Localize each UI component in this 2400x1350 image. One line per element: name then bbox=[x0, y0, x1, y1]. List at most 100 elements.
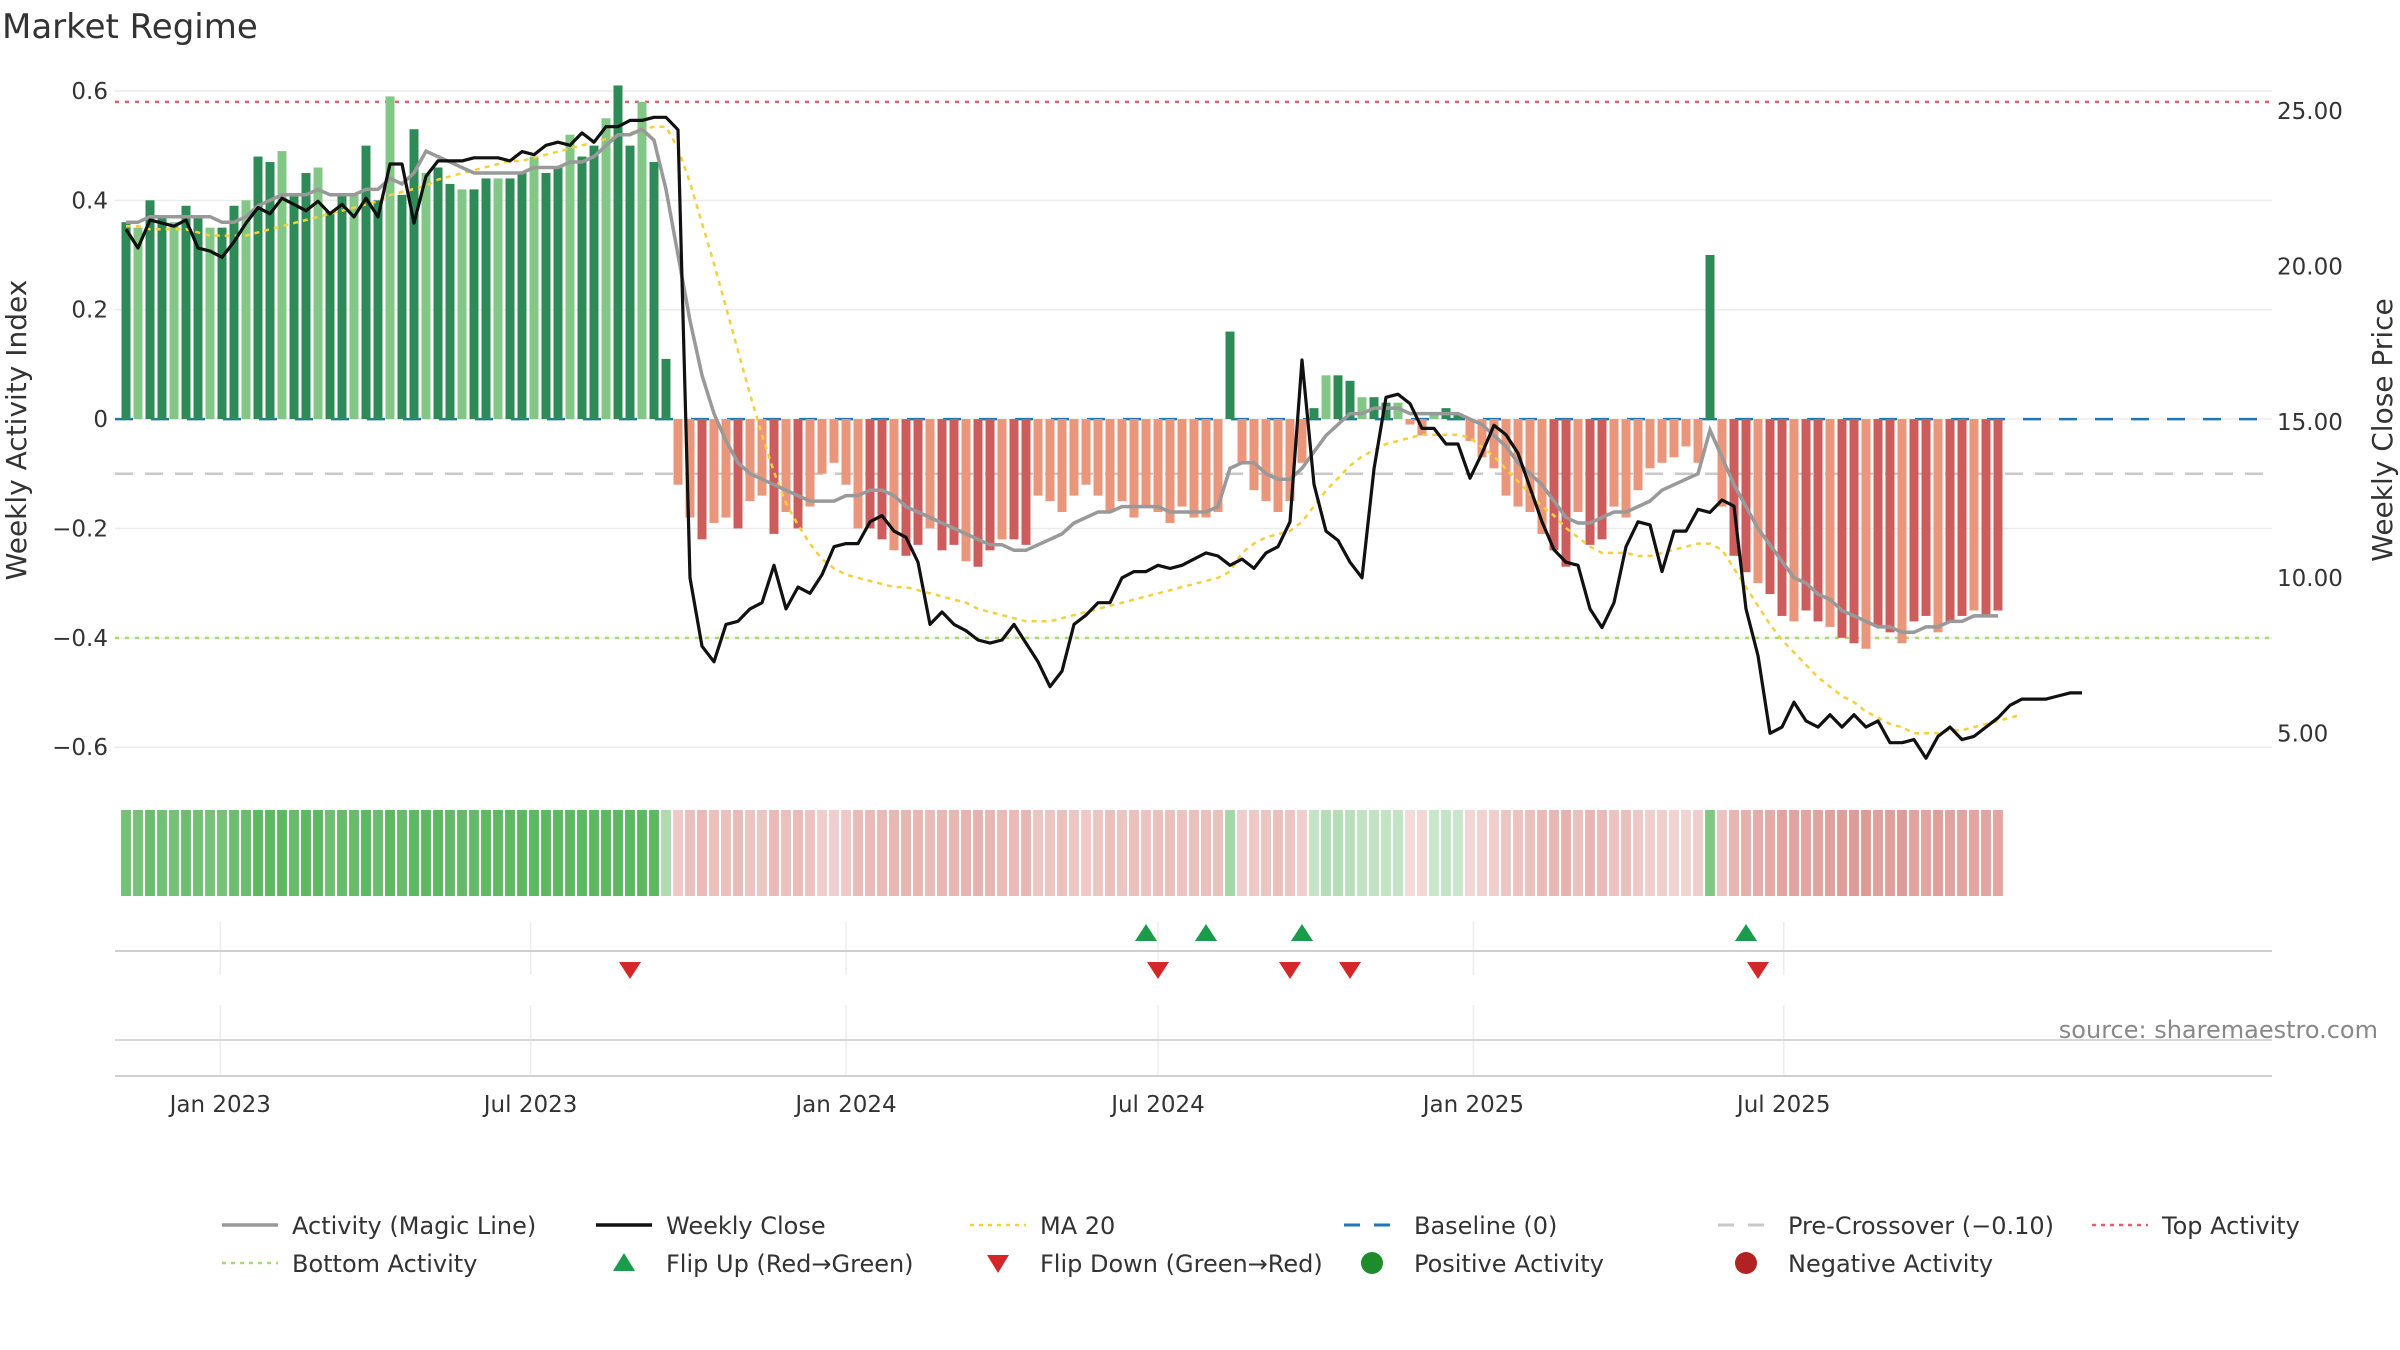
regime-cell bbox=[637, 810, 647, 896]
activity-bar bbox=[145, 200, 155, 420]
activity-bar bbox=[973, 419, 983, 567]
activity-bar bbox=[1081, 419, 1091, 485]
activity-bar bbox=[1153, 419, 1163, 513]
regime-cell bbox=[121, 810, 131, 896]
regime-cell bbox=[541, 810, 551, 896]
activity-bar bbox=[1429, 413, 1439, 420]
regime-cell bbox=[361, 810, 371, 896]
activity-bar bbox=[1249, 419, 1259, 491]
regime-cell bbox=[1933, 810, 1943, 896]
source-label: source: sharemaestro.com bbox=[2059, 1016, 2378, 1044]
left-tick-label: −0.4 bbox=[52, 626, 108, 652]
regime-cell bbox=[625, 810, 635, 896]
regime-cell bbox=[1297, 810, 1307, 896]
legend-swatch bbox=[613, 1253, 635, 1271]
activity-bar bbox=[121, 222, 131, 420]
activity-bar bbox=[1549, 419, 1559, 551]
x-tick-label: Jan 2025 bbox=[1421, 1092, 1524, 1118]
activity-bar bbox=[1057, 419, 1067, 513]
regime-cell bbox=[1405, 810, 1415, 896]
activity-bar bbox=[961, 419, 971, 562]
regime-cell bbox=[1873, 810, 1883, 896]
regime-cell bbox=[577, 810, 587, 896]
regime-cell bbox=[1525, 810, 1535, 896]
activity-bar bbox=[1837, 419, 1847, 638]
activity-bar bbox=[1585, 419, 1595, 545]
regime-cell bbox=[805, 810, 815, 896]
regime-cell bbox=[1693, 810, 1703, 896]
activity-bar bbox=[1093, 419, 1103, 496]
regime-cell bbox=[1465, 810, 1475, 896]
regime-cell bbox=[769, 810, 779, 896]
flip-up-marker bbox=[1735, 924, 1757, 941]
regime-cell bbox=[493, 810, 503, 896]
activity-bar bbox=[793, 419, 803, 529]
activity-bar bbox=[1717, 419, 1727, 507]
activity-bar bbox=[577, 156, 587, 420]
legend-swatch bbox=[1361, 1252, 1383, 1274]
activity-bar bbox=[709, 419, 719, 523]
activity-bar bbox=[433, 167, 443, 420]
regime-cell bbox=[337, 810, 347, 896]
activity-bar bbox=[1105, 419, 1115, 513]
regime-cell bbox=[421, 810, 431, 896]
flip-up-marker bbox=[1291, 924, 1313, 941]
activity-bar bbox=[1921, 419, 1931, 616]
activity-bar bbox=[1933, 419, 1943, 633]
activity-bar bbox=[181, 205, 191, 420]
regime-cell bbox=[733, 810, 743, 896]
regime-cell bbox=[1213, 810, 1223, 896]
activity-bar bbox=[1789, 419, 1799, 622]
regime-cell bbox=[1249, 810, 1259, 896]
regime-cell bbox=[1237, 810, 1247, 896]
regime-cell bbox=[1321, 810, 1331, 896]
x-tick-label: Jan 2023 bbox=[168, 1092, 271, 1118]
flip-down-marker bbox=[619, 962, 641, 979]
legend-label: Positive Activity bbox=[1414, 1250, 1604, 1278]
left-tick-label: −0.6 bbox=[52, 735, 108, 761]
regime-cell bbox=[817, 810, 827, 896]
activity-bar bbox=[1237, 419, 1247, 463]
regime-cell bbox=[973, 810, 983, 896]
activity-bar bbox=[421, 172, 431, 420]
regime-cell bbox=[1057, 810, 1067, 896]
regime-cell bbox=[157, 810, 167, 896]
regime-cell bbox=[457, 810, 467, 896]
regime-cell bbox=[145, 810, 155, 896]
activity-bar bbox=[1177, 419, 1187, 507]
activity-bar bbox=[1573, 419, 1583, 513]
activity-bar bbox=[445, 183, 455, 420]
regime-cell bbox=[433, 810, 443, 896]
regime-cell bbox=[193, 810, 203, 896]
activity-bar bbox=[1621, 419, 1631, 518]
regime-cell bbox=[1453, 810, 1463, 896]
regime-cell bbox=[709, 810, 719, 896]
activity-bar bbox=[1849, 419, 1859, 644]
activity-bar bbox=[1753, 419, 1763, 584]
activity-bar bbox=[601, 118, 611, 420]
regime-cell bbox=[481, 810, 491, 896]
activity-bar bbox=[1453, 413, 1463, 420]
regime-cell bbox=[1165, 810, 1175, 896]
regime-cell bbox=[829, 810, 839, 896]
magic-line bbox=[126, 127, 1998, 635]
regime-cell bbox=[757, 810, 767, 896]
regime-cell bbox=[685, 810, 695, 896]
legend-label: MA 20 bbox=[1040, 1212, 1115, 1240]
activity-bar bbox=[133, 227, 143, 420]
regime-cell bbox=[589, 810, 599, 896]
regime-cell bbox=[1573, 810, 1583, 896]
regime-cell bbox=[1369, 810, 1379, 896]
activity-bar bbox=[217, 227, 227, 420]
legend-label: Flip Up (Red→Green) bbox=[666, 1250, 914, 1278]
regime-cell bbox=[1021, 810, 1031, 896]
regime-cell bbox=[1705, 810, 1715, 896]
activity-bar bbox=[1213, 419, 1223, 513]
legend-swatch bbox=[1735, 1252, 1757, 1274]
regime-cell bbox=[1537, 810, 1547, 896]
right-tick-label: 10.00 bbox=[2277, 566, 2343, 592]
regime-cell bbox=[781, 810, 791, 896]
right-axis-title: Weekly Close Price bbox=[2366, 298, 2399, 561]
right-tick-label: 25.00 bbox=[2277, 99, 2343, 125]
activity-bar bbox=[1645, 419, 1655, 469]
